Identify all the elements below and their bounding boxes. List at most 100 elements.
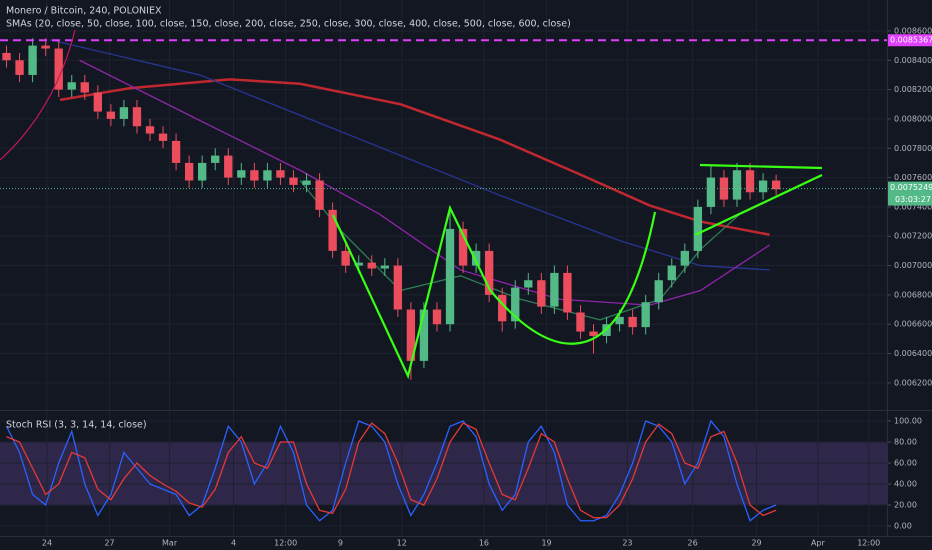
candle-body <box>445 228 455 325</box>
candle-body <box>471 250 481 266</box>
candle-body <box>224 155 233 178</box>
rsi-title: Stoch RSI (3, 3, 14, 14, close) <box>6 420 147 431</box>
y-tick-label: 0.00680000 <box>894 290 932 299</box>
candle-body <box>498 294 507 322</box>
y-tick-label: 20.00 <box>894 501 917 510</box>
candle-body <box>67 82 76 90</box>
cup-drawing <box>489 211 657 345</box>
candle-body <box>41 45 50 49</box>
candle-body <box>145 126 155 134</box>
candle-body <box>106 111 116 119</box>
sma-line <box>49 39 770 271</box>
candle-body <box>28 45 37 75</box>
y-tick-label: 0.00640000 <box>894 349 932 358</box>
candle-body <box>315 180 324 210</box>
candle-body <box>641 302 650 328</box>
x-tick-label: 19 <box>541 539 551 548</box>
candle-body <box>80 82 89 93</box>
candle-body <box>380 265 389 269</box>
y-tick-label: 80.00 <box>894 437 917 446</box>
candle-body <box>537 280 546 307</box>
price-line-tag <box>887 34 932 47</box>
x-tick-label: 26 <box>688 539 698 548</box>
candle-body <box>341 250 350 266</box>
candle-body <box>237 170 246 178</box>
y-tick-label: 0.00800000 <box>894 114 932 123</box>
y-tick-label: 60.00 <box>894 458 917 467</box>
last-price-tag <box>887 181 932 206</box>
x-tick-label: Apr <box>811 539 826 548</box>
candle-body <box>132 107 142 127</box>
y-tick-label: 0.00840000 <box>894 56 932 65</box>
triangle-drawing <box>694 163 823 236</box>
candle-body <box>706 177 716 207</box>
candle-body <box>93 92 103 112</box>
y-tick-label: 0.00740000 <box>894 202 932 211</box>
y-tick-label: 0.00700000 <box>894 261 932 270</box>
x-tick-label: 12 <box>397 539 407 548</box>
candle-body <box>289 177 298 185</box>
pattern-drawing <box>332 204 491 380</box>
candle-body <box>550 272 559 307</box>
candle-body <box>654 280 663 303</box>
candle-body <box>680 250 689 266</box>
indicator-label: SMAs (20, close, 50, close, 100, close, … <box>6 19 571 30</box>
candle-body <box>302 180 311 185</box>
x-tick-label: 12:00 <box>274 539 297 548</box>
x-tick-label: 12:00 <box>857 539 880 548</box>
x-tick-label: Mar <box>162 539 178 548</box>
candle-body <box>419 309 429 361</box>
sma-line <box>79 59 770 306</box>
candle-body <box>615 316 624 325</box>
candle-body <box>2 52 11 61</box>
x-tick-label: 29 <box>751 539 761 548</box>
candle-body <box>628 316 637 328</box>
rsi-band <box>0 441 887 506</box>
y-tick-label: 0.00 <box>894 522 912 531</box>
y-tick-label: 0.00620000 <box>894 378 932 387</box>
x-tick-label: 23 <box>622 539 632 548</box>
x-tick-label: 16 <box>479 539 489 548</box>
sma-line <box>299 180 770 321</box>
candle-body <box>211 155 220 163</box>
x-tick-label: 24 <box>42 539 52 548</box>
y-tick-label: 100.00 <box>894 416 922 425</box>
candle-body <box>354 262 363 266</box>
candle-body <box>367 262 376 269</box>
candle-body <box>732 170 742 200</box>
candle-body <box>511 287 520 322</box>
drawings <box>0 29 823 380</box>
candle-body <box>432 309 442 325</box>
chart-title: Monero / Bitcoin, 240, POLONIEX <box>6 6 162 17</box>
candle-body <box>250 170 259 181</box>
last-price-label: 0.00752498 <box>890 183 932 192</box>
candle-body <box>406 309 416 361</box>
candle-body <box>484 250 494 295</box>
y-tick-label: 0.00820000 <box>894 85 932 94</box>
candle-body <box>393 265 403 310</box>
candle-body <box>158 133 168 141</box>
candle-body <box>758 180 768 193</box>
candle-body <box>276 170 285 178</box>
candle-body <box>54 48 63 90</box>
candle-body <box>198 162 207 181</box>
y-tick-label: 0.00760000 <box>894 173 932 182</box>
candle-body <box>458 228 468 266</box>
arc-drawing <box>0 29 76 161</box>
candle-body <box>693 206 703 251</box>
candle-body <box>328 209 337 251</box>
candle-body <box>667 265 676 281</box>
stoch-line <box>6 422 777 519</box>
x-tick-label: 9 <box>338 539 343 548</box>
sma-line <box>59 78 770 236</box>
y-tick-label: 0.00720000 <box>894 232 932 241</box>
y-tick-label: 40.00 <box>894 480 917 489</box>
candle-body <box>15 60 24 75</box>
y-tick-label: 0.00860000 <box>894 26 932 35</box>
x-tick-label: 27 <box>104 539 114 548</box>
candle-body <box>589 331 598 336</box>
candle-body <box>771 180 781 190</box>
